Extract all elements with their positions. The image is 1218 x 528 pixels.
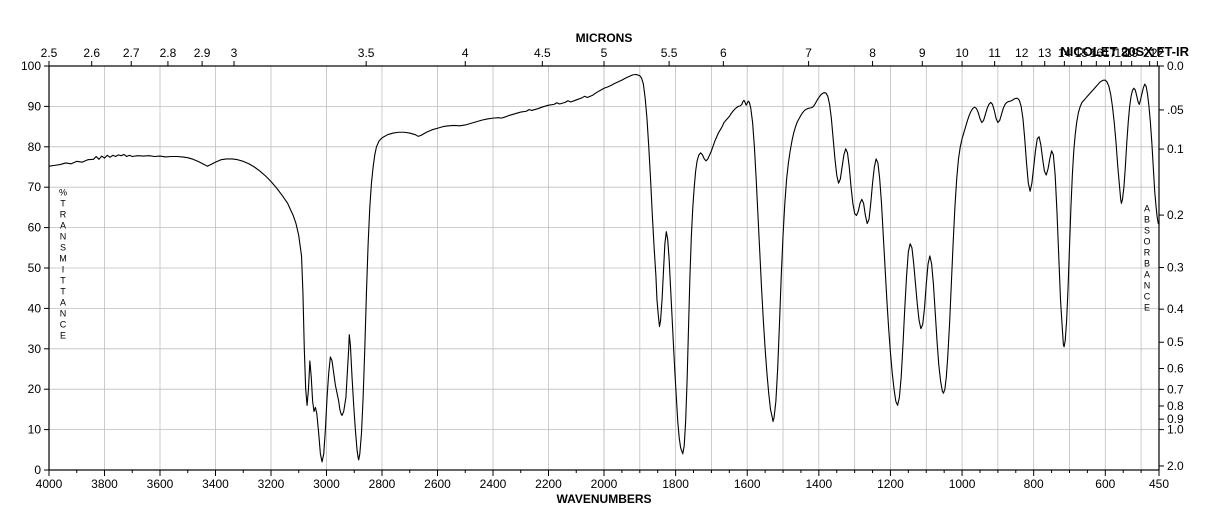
x-tick-label: 3600 <box>147 477 174 491</box>
micron-tick-label: 3 <box>231 46 238 60</box>
svg-text:M: M <box>59 253 67 263</box>
svg-text:A: A <box>1144 203 1150 213</box>
micron-tick-label: 4.5 <box>534 46 551 60</box>
x-tick-label: 4000 <box>36 477 63 491</box>
micron-tick-label: 2.8 <box>160 46 177 60</box>
right-axis-title: ABSORBANCE <box>1143 203 1150 312</box>
svg-text:A: A <box>60 297 66 307</box>
top-axis-title: MICRONS <box>576 31 633 45</box>
x-tick-label: 2600 <box>424 477 451 491</box>
svg-text:A: A <box>60 220 66 230</box>
y-right-tick-label: 0.5 <box>1167 335 1184 349</box>
svg-text:N: N <box>60 308 67 318</box>
x-tick-label: 3800 <box>91 477 118 491</box>
y-right-tick-label: 0.3 <box>1167 261 1184 275</box>
y-right-tick-label: 2.0 <box>1167 459 1184 473</box>
micron-tick-label: 5.5 <box>661 46 678 60</box>
y-left-tick-label: 100 <box>21 59 41 73</box>
y-left-tick-label: 70 <box>28 180 42 194</box>
svg-text:R: R <box>60 209 67 219</box>
y-left-tick-label: 0 <box>34 463 41 477</box>
x-tick-label: 3000 <box>313 477 340 491</box>
svg-text:B: B <box>1144 258 1150 268</box>
svg-text:N: N <box>60 231 67 241</box>
y-right-tick-label: 0.7 <box>1167 382 1184 396</box>
y-right-tick-label: 0.6 <box>1167 362 1184 376</box>
y-left-tick-label: 20 <box>28 382 42 396</box>
x-tick-label: 2800 <box>369 477 396 491</box>
y-right-tick-label: 0.0 <box>1167 59 1184 73</box>
svg-text:E: E <box>1144 302 1150 312</box>
y-right-tick-label: .05 <box>1167 103 1184 117</box>
micron-tick-label: 10 <box>955 46 969 60</box>
svg-text:S: S <box>1144 225 1150 235</box>
x-tick-label: 1400 <box>805 477 832 491</box>
svg-text:E: E <box>60 330 66 340</box>
micron-tick-label: 9 <box>919 46 926 60</box>
micron-tick-label: 2.9 <box>194 46 211 60</box>
micron-tick-label: 5 <box>601 46 608 60</box>
micron-tick-label: 13 <box>1038 46 1052 60</box>
y-right-tick-label: 1.0 <box>1167 423 1184 437</box>
micron-tick-label: 2.6 <box>83 46 100 60</box>
micron-tick-label: 7 <box>805 46 812 60</box>
y-left-tick-label: 80 <box>28 140 42 154</box>
bottom-axis-title: WAVENUMBERS <box>556 492 651 506</box>
y-right-tick-label: 0.1 <box>1167 142 1184 156</box>
y-left-tick-label: 50 <box>28 261 42 275</box>
svg-text:C: C <box>60 319 67 329</box>
micron-tick-label: 11 <box>988 46 1001 60</box>
svg-text:T: T <box>60 286 66 296</box>
x-tick-label: 2400 <box>480 477 507 491</box>
micron-tick-label: 12 <box>1015 46 1029 60</box>
x-tick-label: 1800 <box>662 477 689 491</box>
svg-text:A: A <box>1144 269 1150 279</box>
svg-text:B: B <box>1144 214 1150 224</box>
micron-tick-label: 4 <box>462 46 469 60</box>
micron-tick-label: 2.5 <box>41 46 58 60</box>
svg-text:I: I <box>62 264 65 274</box>
y-right-tick-label: 0.2 <box>1167 208 1184 222</box>
x-tick-label: 2200 <box>535 477 562 491</box>
micron-tick-label: 2.7 <box>123 46 140 60</box>
x-tick-label: 450 <box>1149 477 1169 491</box>
y-right-tick-label: 0.8 <box>1167 399 1184 413</box>
svg-text:O: O <box>1143 236 1150 246</box>
x-tick-label: 1200 <box>877 477 904 491</box>
x-tick-label: 800 <box>1024 477 1044 491</box>
micron-tick-label: 3.5 <box>358 46 375 60</box>
x-tick-label: 3400 <box>202 477 229 491</box>
x-tick-label: 3200 <box>258 477 285 491</box>
y-left-tick-label: 60 <box>28 221 42 235</box>
micron-tick-label: 6 <box>720 46 727 60</box>
svg-text:R: R <box>1144 247 1151 257</box>
y-left-tick-label: 30 <box>28 342 42 356</box>
svg-text:S: S <box>60 242 66 252</box>
x-tick-label: 1600 <box>734 477 761 491</box>
x-tick-label: 2000 <box>591 477 618 491</box>
svg-text:T: T <box>60 198 66 208</box>
svg-text:T: T <box>60 275 66 285</box>
x-tick-label: 1000 <box>949 477 976 491</box>
svg-text:%: % <box>59 187 67 197</box>
micron-tick-label: 8 <box>869 46 876 60</box>
chart-svg: 4000380036003400320030002800260024002200… <box>0 0 1218 528</box>
ir-spectrum-chart: 4000380036003400320030002800260024002200… <box>0 0 1218 528</box>
y-left-tick-label: 90 <box>28 99 42 113</box>
svg-text:C: C <box>1144 291 1151 301</box>
x-tick-label: 600 <box>1095 477 1115 491</box>
instrument-label: NICOLET 20SX FT-IR <box>1060 44 1189 59</box>
svg-text:N: N <box>1144 280 1151 290</box>
y-right-tick-label: 0.4 <box>1167 302 1184 316</box>
y-left-tick-label: 40 <box>28 301 42 315</box>
y-left-tick-label: 10 <box>28 423 42 437</box>
